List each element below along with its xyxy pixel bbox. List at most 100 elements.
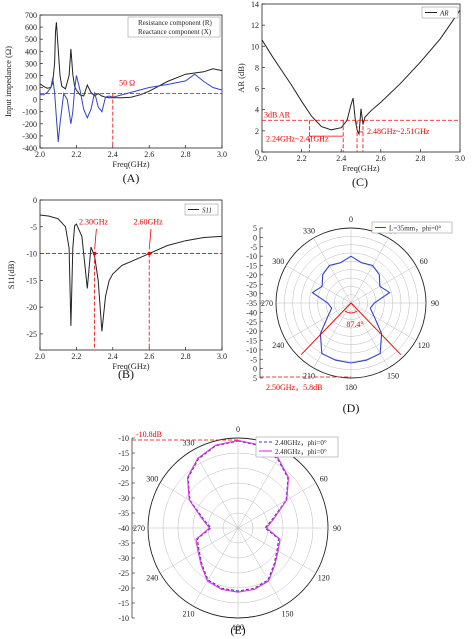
radial-tick-label-d: 5 — [253, 224, 257, 233]
angle-label-d: 180 — [345, 383, 357, 392]
angle-label-e: 270 — [133, 524, 145, 533]
y-tick-label-c: 0 — [255, 148, 259, 157]
legend-entry-c: AR — [439, 10, 449, 18]
radial-tick-label-e: -10 — [118, 434, 129, 443]
radial-tick-label-d: 0 — [253, 233, 257, 242]
y-tick-label-b: -15 — [26, 276, 37, 285]
y-tick-label-a: 300 — [25, 59, 37, 68]
y-tick-label-c: 14 — [251, 0, 259, 9]
radial-tick-label-e: -30 — [118, 554, 129, 563]
polar-spoke-e — [192, 527, 239, 607]
angle-label-e: 60 — [320, 475, 328, 484]
polar-spoke-d — [350, 265, 417, 304]
legend-entry-e-0: 2.40GHz，phi=0° — [275, 439, 327, 447]
caption-a: (A) — [123, 171, 140, 185]
radial-tick-label-d: -30 — [246, 290, 257, 299]
x-tick-label-b: 2.0 — [35, 352, 45, 361]
beam-line-d-1 — [300, 302, 352, 355]
legend-box-c — [421, 6, 459, 19]
caption-c: (C) — [352, 175, 368, 189]
radial-tick-label-d: -25 — [246, 280, 257, 289]
radial-tick-label-e: -10 — [118, 614, 129, 623]
series-line-a-0 — [39, 22, 223, 99]
beam-line-d-0 — [350, 302, 402, 355]
y-tick-label-c: 8 — [255, 63, 259, 72]
angle-label-d: 120 — [418, 341, 430, 350]
radial-tick-label-d: -40 — [246, 308, 257, 317]
y-tick-label-a: 600 — [25, 23, 37, 32]
polar-spoke-d — [285, 302, 352, 341]
angle-label-e: 330 — [183, 438, 195, 447]
angle-label-d: 240 — [272, 341, 284, 350]
x-tick-label-a: 2.0 — [35, 150, 45, 159]
polar-series-e-1 — [186, 439, 290, 593]
angle-label-e: 0 — [236, 425, 240, 434]
annotation-band-2: 2.48GHz~2.51GHz — [367, 127, 430, 136]
y-tick-label-b: 0 — [33, 196, 37, 205]
legend-entry-a-1: Reactance component (X) — [138, 28, 212, 36]
caption-b: (B) — [118, 367, 134, 381]
annotation-beamwidth: 87.4° — [346, 320, 363, 329]
annotation-peak-gain: 2.50GHz，5.8dB — [266, 383, 322, 392]
radial-tick-label-e: -15 — [118, 449, 129, 458]
annotation-2-60ghz: 2.60GHz — [134, 218, 164, 227]
annotation-2-30ghz: 2.30GHz — [79, 218, 109, 227]
polar-spoke-d — [313, 237, 352, 304]
x-tick-label-b: 2.4 — [108, 352, 118, 361]
angle-label-d: 210 — [303, 372, 315, 381]
radial-tick-label-d: -15 — [246, 262, 257, 271]
polar-spoke-e — [159, 527, 239, 574]
radial-tick-label-e: -25 — [118, 569, 129, 578]
legend-box-b — [184, 203, 219, 216]
annotation-3db-ar: 3dB AR — [264, 110, 291, 119]
polar-spoke-d — [313, 302, 352, 369]
angle-label-e: 120 — [318, 574, 330, 583]
radial-tick-label-e: -20 — [118, 584, 129, 593]
radial-tick-label-d: -25 — [246, 318, 257, 327]
plot-frame-a — [39, 14, 223, 149]
annotation-band-1: 2.24GHz~2.41GHz — [266, 134, 329, 143]
polar-spoke-e — [192, 449, 239, 529]
x-tick-label-b: 3.0 — [217, 352, 227, 361]
angle-label-e: 300 — [146, 475, 158, 484]
y-tick-label-a: -200 — [22, 120, 37, 129]
angle-label-d: 270 — [261, 299, 273, 308]
polar-spoke-d — [285, 265, 352, 304]
angle-label-e: 240 — [146, 574, 158, 583]
radial-tick-label-d: -20 — [246, 327, 257, 336]
polar-spoke-e — [159, 482, 239, 529]
angle-label-e: 210 — [183, 610, 195, 619]
angle-label-d: 60 — [420, 257, 428, 266]
polar-series-d-0 — [311, 255, 391, 364]
legend-box-e — [255, 436, 339, 458]
legend-entry-b: S11 — [202, 207, 212, 215]
y-tick-label-c: 2 — [255, 127, 259, 136]
x-tick-label-c: 3.0 — [455, 154, 465, 163]
x-tick-label-a: 2.2 — [71, 150, 81, 159]
y-axis-label-b: S11(dB) — [6, 261, 16, 290]
x-tick-label-a: 2.6 — [144, 150, 154, 159]
y-tick-label-b: -5 — [30, 223, 37, 232]
x-axis-label-c: Freq(GHz) — [342, 163, 379, 173]
marker-b-1 — [147, 251, 151, 256]
y-tick-label-a: 0 — [33, 96, 37, 105]
y-tick-label-a: 400 — [25, 47, 37, 56]
polar-spoke-e — [237, 527, 284, 607]
y-tick-label-c: 6 — [255, 85, 259, 94]
polar-spoke-d — [350, 302, 417, 341]
x-tick-label-a: 2.4 — [108, 150, 118, 159]
y-tick-label-c: 12 — [251, 21, 259, 30]
y-tick-label-a: 200 — [25, 71, 37, 80]
y-axis-label-c: AR (dB) — [236, 63, 246, 93]
polar-spoke-e — [237, 449, 284, 529]
radial-tick-label-e: -40 — [118, 524, 129, 533]
caption-d: (D) — [343, 401, 360, 415]
x-axis-label-a: Freq(GHz) — [112, 159, 149, 169]
angle-label-d: 150 — [387, 372, 399, 381]
y-tick-label-a: 500 — [25, 35, 37, 44]
legend-box-d — [371, 221, 453, 234]
annotation-minus10-8db: -10.8dB — [136, 430, 162, 439]
radial-tick-label-e: -35 — [118, 539, 129, 548]
radial-tick-label-e: -30 — [118, 494, 129, 503]
